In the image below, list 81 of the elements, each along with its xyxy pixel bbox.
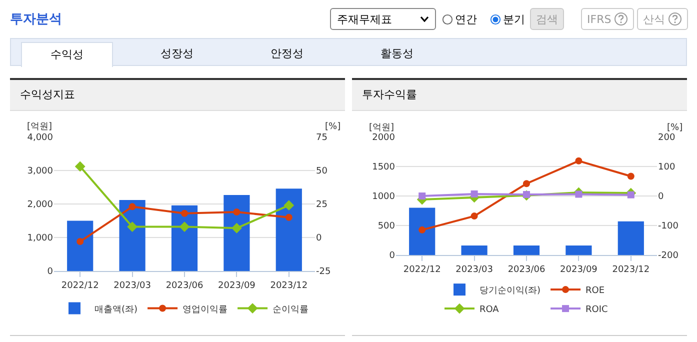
bar (276, 188, 302, 271)
y2-tick-label: 25 (316, 200, 328, 210)
text: 투자분석 (10, 11, 62, 28)
y-tick-label: 4,000 (27, 133, 54, 144)
text: 검색 (536, 12, 558, 26)
point (418, 226, 426, 234)
y2-tick-label: 0 (316, 234, 322, 244)
y2-tick-label: 50 (316, 166, 328, 177)
bar (618, 221, 644, 255)
y2-tick-label: -100 (658, 222, 679, 232)
y2-tick-label: 200 (658, 133, 676, 144)
bar (119, 200, 146, 271)
y-tick-label: 1500 (372, 162, 396, 173)
point (470, 190, 478, 198)
y-axis-title: [억원] (27, 122, 52, 132)
y-tick-label: 2000 (372, 133, 396, 144)
point (128, 203, 136, 210)
y-tick-label: 3,000 (27, 166, 54, 177)
y2-tick-label: 0 (658, 192, 664, 202)
legend-label: ROE (586, 286, 605, 296)
legend-label: ROIC (586, 305, 608, 316)
point (74, 161, 86, 172)
x-tick-label: 2023/03 (456, 264, 493, 275)
x-tick-label: 2022/12 (61, 280, 99, 291)
bar (566, 246, 592, 255)
text: 주재무제표 (337, 12, 392, 26)
text: 분기 (503, 12, 525, 26)
x-tick-label: 2023/12 (270, 280, 308, 291)
point (470, 212, 478, 220)
point (76, 238, 84, 246)
x-tick-label: 2023/03 (114, 280, 151, 291)
legend-label: 당기순이익(좌) (480, 286, 541, 296)
y2-tick-label: 75 (316, 133, 328, 144)
y2-axis-title: [%] (667, 123, 683, 133)
y-tick-label: 0 (47, 267, 54, 278)
y-tick-label: 1,000 (27, 234, 54, 244)
bar (224, 194, 250, 271)
y2-tick-label: 100 (658, 162, 676, 173)
text: 성장성 (160, 46, 194, 62)
bar (67, 220, 94, 271)
point (523, 180, 530, 188)
point (127, 222, 138, 232)
point (232, 222, 242, 234)
text: 안정성 (270, 46, 304, 62)
point (179, 222, 190, 232)
text: 산식 (643, 12, 665, 26)
legend-label: 순이익률 (272, 304, 309, 315)
legend-label: ROA (480, 305, 500, 316)
y-tick-label: 0 (389, 251, 396, 262)
point (575, 157, 582, 164)
y-tick-label: 2,000 (27, 200, 54, 210)
y2-axis-title: [%] (325, 122, 341, 132)
point (418, 192, 426, 200)
chart-title: 투자수익률 (352, 80, 687, 111)
x-tick-label: 2023/06 (166, 280, 204, 291)
text: IFRS (587, 12, 612, 26)
point (181, 210, 188, 217)
point (285, 214, 292, 221)
y2-tick-label: -25 (316, 267, 331, 278)
x-tick-label: 2023/12 (612, 264, 650, 275)
x-tick-label: 2023/09 (560, 264, 598, 275)
point (284, 200, 294, 211)
bar (513, 246, 540, 255)
legend-label: 매출액(좌) (94, 304, 138, 315)
point (233, 208, 240, 216)
x-tick-label: 2022/12 (403, 264, 441, 275)
bar (171, 205, 198, 271)
x-tick-label: 2023/09 (218, 280, 256, 291)
bar (409, 208, 436, 255)
text: 활동성 (380, 46, 414, 62)
x-tick-label: 2023/06 (508, 264, 546, 275)
text: 수익성 (21, 42, 113, 67)
point (627, 172, 634, 180)
y-tick-label: 1000 (372, 192, 396, 202)
y2-tick-label: -200 (658, 251, 679, 262)
y-tick-label: 500 (378, 222, 396, 232)
legend-label: 영업이익률 (182, 304, 228, 315)
y-axis-title: [억원] (369, 123, 394, 133)
bar (461, 246, 488, 255)
text: 연간 (455, 12, 477, 26)
chart-title: 수익성지표 (10, 80, 345, 111)
